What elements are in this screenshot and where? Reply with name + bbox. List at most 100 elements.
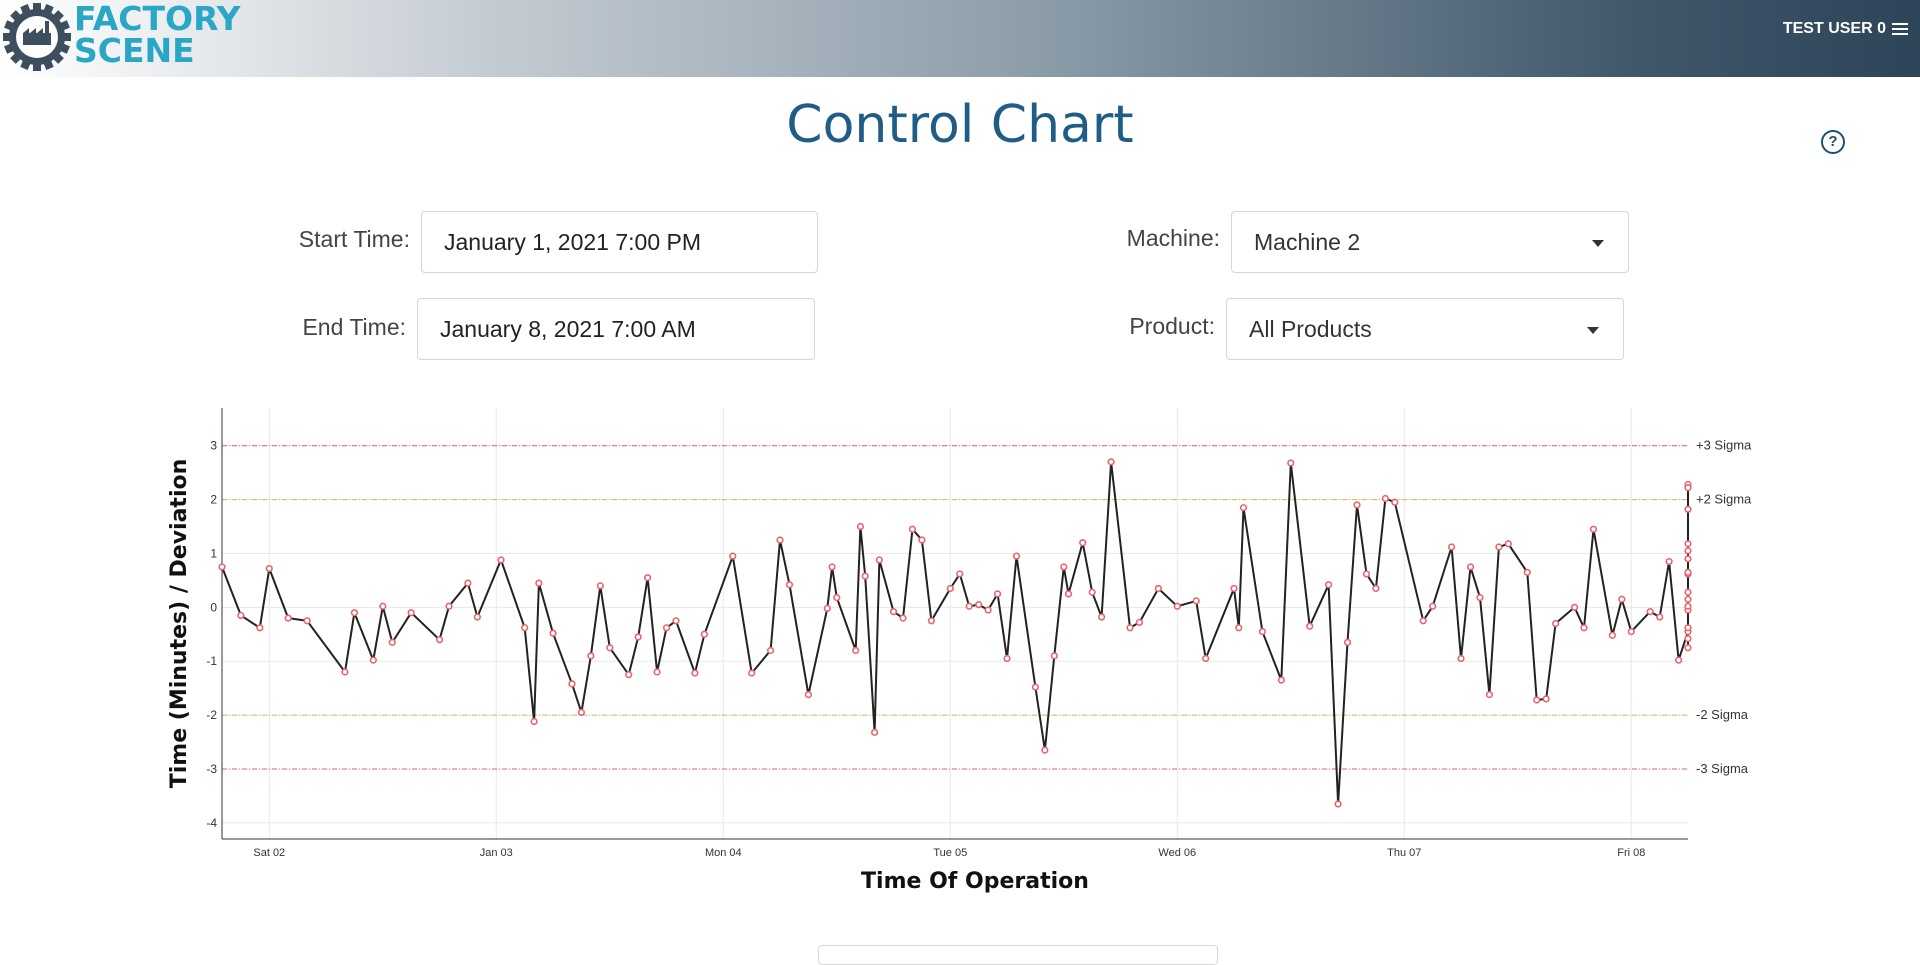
data-point[interactable]	[1419, 617, 1427, 625]
data-point[interactable]	[1135, 618, 1144, 627]
data-point[interactable]	[1684, 540, 1692, 548]
data-point[interactable]	[1353, 501, 1361, 509]
data-point[interactable]	[1173, 602, 1181, 610]
data-point[interactable]	[1372, 584, 1380, 593]
data-point[interactable]	[1684, 602, 1692, 610]
data-point[interactable]	[1684, 555, 1692, 563]
data-point[interactable]	[237, 611, 245, 620]
data-point[interactable]	[1495, 543, 1503, 551]
data-point[interactable]	[1684, 595, 1692, 603]
data-point[interactable]	[785, 581, 794, 589]
data-point[interactable]	[218, 563, 226, 571]
data-point[interactable]	[1239, 504, 1248, 512]
data-point[interactable]	[350, 609, 359, 617]
data-point[interactable]	[1031, 683, 1040, 691]
data-point[interactable]	[1060, 563, 1068, 571]
data-point[interactable]	[1041, 746, 1049, 754]
data-point[interactable]	[1684, 505, 1692, 513]
data-point[interactable]	[965, 602, 973, 610]
data-point[interactable]	[1627, 627, 1635, 636]
data-point[interactable]	[1003, 654, 1011, 663]
data-point[interactable]	[852, 646, 860, 655]
data-point[interactable]	[1466, 563, 1475, 571]
data-point[interactable]	[1618, 595, 1626, 603]
data-point[interactable]	[1230, 584, 1238, 593]
data-point[interactable]	[535, 579, 543, 587]
data-point[interactable]	[856, 522, 865, 531]
data-point[interactable]	[1542, 695, 1550, 703]
data-point[interactable]	[606, 644, 614, 652]
data-point[interactable]	[653, 668, 661, 676]
data-point[interactable]	[776, 536, 784, 544]
data-point[interactable]	[1485, 691, 1494, 699]
data-point[interactable]	[473, 613, 481, 621]
data-point[interactable]	[1504, 540, 1512, 548]
data-point[interactable]	[407, 609, 415, 617]
end-time-input[interactable]: January 8, 2021 7:00 AM	[417, 298, 815, 360]
data-point[interactable]	[861, 572, 869, 580]
data-point[interactable]	[889, 608, 898, 616]
data-point[interactable]	[256, 624, 264, 632]
data-point[interactable]	[1447, 543, 1456, 551]
data-point[interactable]	[766, 646, 775, 655]
data-point[interactable]	[1391, 498, 1399, 506]
data-point[interactable]	[1287, 459, 1295, 467]
data-point[interactable]	[691, 669, 699, 677]
data-point[interactable]	[1202, 654, 1210, 663]
data-point[interactable]	[1684, 634, 1692, 643]
data-point[interactable]	[975, 601, 983, 609]
data-point[interactable]	[284, 614, 292, 622]
data-point[interactable]	[1552, 619, 1560, 628]
data-point[interactable]	[341, 668, 349, 676]
data-point[interactable]	[823, 604, 831, 613]
data-point[interactable]	[1088, 588, 1096, 596]
data-point[interactable]	[388, 638, 396, 646]
app-logo[interactable]: FACTORY SCENE	[0, 0, 241, 77]
data-point[interactable]	[1362, 570, 1371, 578]
machine-select[interactable]: Machine 2	[1231, 211, 1629, 273]
data-point[interactable]	[1064, 590, 1073, 598]
data-point[interactable]	[1325, 581, 1333, 589]
data-point[interactable]	[379, 602, 387, 610]
data-point[interactable]	[587, 652, 595, 660]
data-point[interactable]	[908, 525, 917, 533]
data-point[interactable]	[596, 582, 604, 590]
data-point[interactable]	[1656, 613, 1664, 621]
data-point[interactable]	[1098, 613, 1106, 621]
data-point[interactable]	[1684, 624, 1692, 632]
data-point[interactable]	[464, 579, 472, 587]
data-point[interactable]	[634, 633, 642, 641]
data-point[interactable]	[1533, 696, 1541, 704]
data-point[interactable]	[672, 617, 680, 625]
data-point[interactable]	[1684, 568, 1692, 576]
data-point[interactable]	[1608, 631, 1616, 639]
data-point[interactable]	[568, 680, 576, 688]
data-point[interactable]	[871, 728, 879, 736]
data-point[interactable]	[369, 656, 377, 664]
data-point[interactable]	[1476, 594, 1484, 602]
data-point[interactable]	[1665, 557, 1673, 566]
data-point[interactable]	[748, 669, 756, 677]
data-point[interactable]	[984, 606, 992, 614]
data-point[interactable]	[804, 691, 813, 699]
data-point[interactable]	[1684, 547, 1692, 555]
data-point[interactable]	[303, 617, 311, 625]
data-point[interactable]	[549, 629, 557, 637]
data-point[interactable]	[445, 602, 453, 610]
data-point[interactable]	[1646, 608, 1654, 616]
data-point[interactable]	[1589, 525, 1598, 533]
data-point[interactable]	[1381, 494, 1389, 503]
product-select[interactable]: All Products	[1226, 298, 1624, 360]
data-point[interactable]	[1235, 624, 1243, 632]
data-point[interactable]	[927, 617, 935, 625]
data-point[interactable]	[662, 624, 671, 632]
question-circle-icon[interactable]: ?	[1821, 130, 1845, 154]
data-point[interactable]	[875, 556, 883, 564]
data-point[interactable]	[1684, 588, 1692, 596]
data-point[interactable]	[956, 570, 964, 578]
data-point[interactable]	[1107, 458, 1115, 466]
data-point[interactable]	[1126, 624, 1134, 632]
data-point[interactable]	[993, 590, 1002, 598]
start-time-input[interactable]: January 1, 2021 7:00 PM	[421, 211, 818, 273]
data-point[interactable]	[918, 536, 926, 544]
